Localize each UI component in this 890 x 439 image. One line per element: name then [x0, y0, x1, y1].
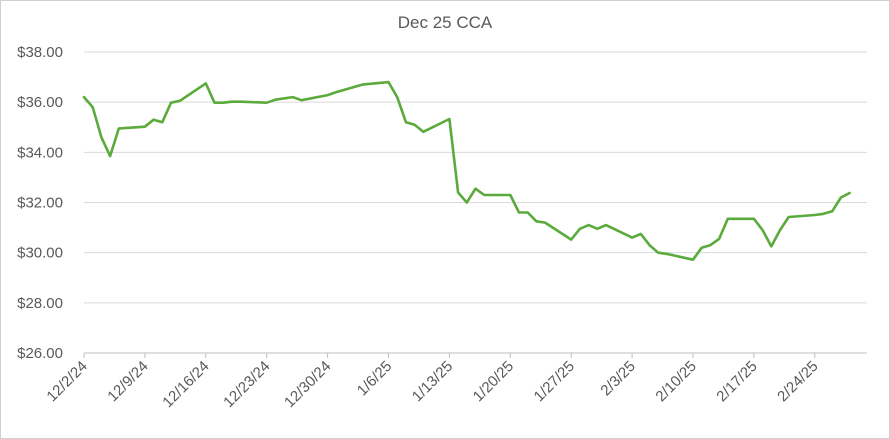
- x-tick-label: 2/17/25: [713, 358, 760, 405]
- x-tick-label: 2/10/25: [652, 358, 699, 405]
- series-line: [82, 80, 851, 262]
- y-tick-label: $28.00: [17, 295, 63, 312]
- x-tick-label: 12/30/24: [281, 358, 334, 411]
- y-tick-label: $26.00: [17, 345, 63, 362]
- x-tick-label: 2/24/25: [774, 358, 821, 405]
- x-tick-label: 12/9/24: [104, 358, 151, 405]
- x-tick-label: 2/3/25: [597, 358, 639, 400]
- x-tick-label: 1/27/25: [531, 358, 578, 405]
- y-tick-label: $34.00: [17, 144, 63, 161]
- y-tick-label: $38.00: [17, 44, 63, 61]
- x-tick-label: 1/6/25: [354, 358, 396, 400]
- x-tick-label: 1/20/25: [470, 358, 517, 405]
- chart-title: Dec 25 CCA: [398, 13, 493, 32]
- x-tick-label: 12/16/24: [159, 358, 212, 411]
- x-axis: 12/2/24 12/9/24 12/16/24 12/23/24 12/30/24 1/…: [43, 352, 867, 411]
- y-axis: $26.00 $28.00 $30.00 $32.00 $34.00 $36.00 $38.…: [17, 44, 63, 362]
- y-tick-label: $32.00: [17, 195, 63, 212]
- y-tick-label: $36.00: [17, 94, 63, 111]
- series: [82, 80, 851, 262]
- gridlines: [84, 51, 867, 304]
- x-tick-label: 12/23/24: [220, 358, 273, 411]
- x-tick-label: 12/2/24: [43, 358, 90, 405]
- y-tick-label: $30.00: [17, 245, 63, 262]
- x-tick-label: 1/13/25: [409, 358, 456, 405]
